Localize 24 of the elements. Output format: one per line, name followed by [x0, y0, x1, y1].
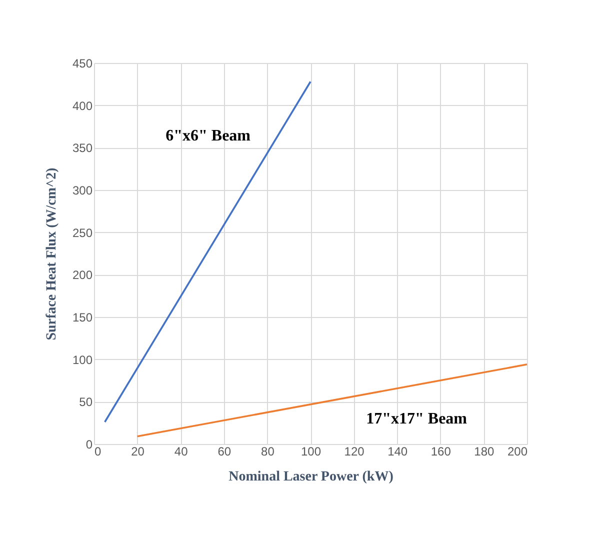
y-tick-label: 150 [72, 310, 93, 324]
x-tick-label: 160 [430, 444, 452, 458]
y-tick-label: 50 [79, 395, 93, 410]
y-axis-title: Surface Heat Flux (W/cm^2) [44, 167, 60, 340]
x-tick-label: 40 [174, 444, 188, 458]
x-axis-title: Nominal Laser Power (kW) [228, 470, 394, 484]
series-label: 17"x17" Beam [366, 410, 468, 428]
y-tick-label: 350 [72, 141, 93, 156]
y-tick-label: 300 [72, 184, 93, 198]
y-tick-label: 200 [72, 268, 93, 282]
x-tick-label: 140 [388, 444, 408, 458]
x-tick-label: 100 [300, 444, 322, 458]
x-tick-label: 0 [94, 444, 102, 458]
y-tick-label: 250 [72, 226, 93, 240]
x-tick-label: 80 [261, 444, 275, 458]
x-tick-label: 120 [344, 444, 365, 458]
y-tick-label: 100 [72, 352, 93, 367]
x-tick-label: 60 [218, 444, 232, 458]
x-tick-label: 20 [131, 444, 145, 458]
y-tick-label: 400 [72, 98, 93, 113]
series-label: 6"x6" Beam [166, 128, 252, 145]
x-tick-label: 180 [474, 444, 495, 458]
x-tick-label: 200 [507, 444, 528, 458]
y-tick-label: 450 [72, 56, 93, 70]
